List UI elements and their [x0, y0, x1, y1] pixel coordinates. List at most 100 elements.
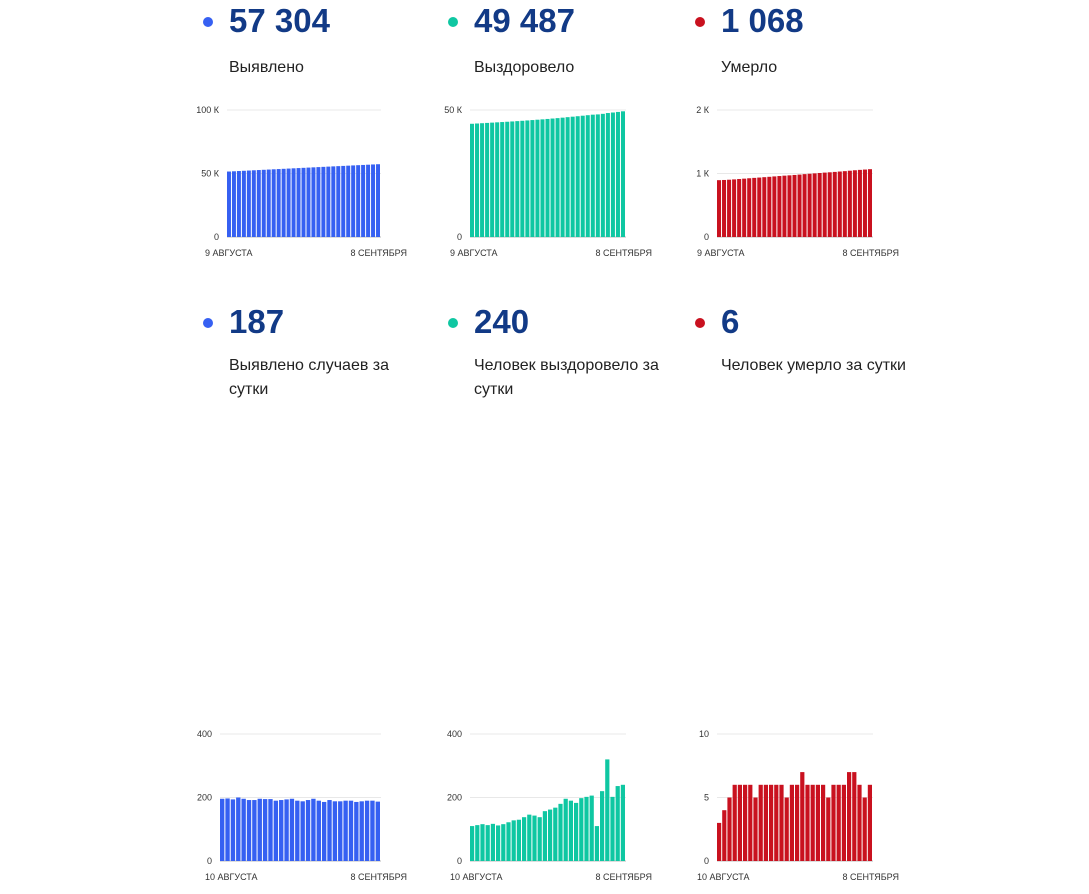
- stat-value: 187: [229, 303, 285, 340]
- bar: [807, 173, 812, 237]
- bar: [470, 826, 475, 861]
- bar: [560, 117, 565, 237]
- bar: [748, 784, 753, 861]
- bar: [548, 809, 553, 861]
- bar: [717, 180, 722, 237]
- y-tick-label: 0: [457, 856, 462, 866]
- bar: [516, 819, 521, 861]
- bar: [620, 111, 625, 237]
- bar: [821, 784, 826, 861]
- bar: [817, 172, 822, 237]
- y-tick-label: 5: [704, 793, 709, 803]
- bar: [354, 801, 359, 861]
- bar: [289, 798, 295, 861]
- x-tick-label: 10 АВГУСТА: [697, 872, 750, 882]
- bar: [343, 800, 348, 861]
- bar: [579, 798, 584, 861]
- bar: [490, 823, 495, 861]
- bar: [841, 784, 846, 861]
- bar: [580, 115, 585, 237]
- chart-recovered: 0 50 К 9 АВГУСТА 8 СЕНТЯБРЯ: [444, 105, 652, 258]
- y-tick-label: 0: [457, 232, 462, 242]
- bar: [831, 784, 836, 861]
- bar: [241, 798, 246, 861]
- bar: [847, 772, 852, 861]
- bar: [565, 117, 570, 237]
- bar: [375, 801, 380, 861]
- bar: [769, 784, 774, 861]
- bar: [220, 798, 225, 861]
- bar: [522, 817, 527, 861]
- bar: [366, 164, 371, 237]
- bar: [500, 122, 505, 237]
- bar: [316, 167, 321, 237]
- y-tick-label: 50 К: [444, 105, 463, 115]
- bar: [717, 822, 722, 861]
- bar: [227, 171, 231, 237]
- x-tick-label: 9 АВГУСТА: [697, 248, 745, 258]
- bar: [857, 169, 862, 237]
- bar: [802, 174, 807, 237]
- bar: [311, 167, 316, 237]
- bar: [316, 800, 321, 861]
- bar: [827, 172, 832, 237]
- bar: [805, 784, 810, 861]
- stat-value: 57 304: [229, 2, 330, 39]
- bar: [527, 814, 532, 861]
- bar: [757, 177, 762, 237]
- bar: [732, 179, 737, 237]
- stat-label: Выздоровело: [474, 59, 575, 76]
- bar: [230, 799, 236, 861]
- bar: [300, 801, 305, 861]
- bar: [615, 786, 620, 861]
- x-tick-label: 8 СЕНТЯБРЯ: [595, 248, 652, 258]
- stat-value: 49 487: [474, 2, 575, 39]
- stat-label: Выявлено: [229, 59, 304, 76]
- bar: [331, 166, 336, 237]
- x-tick-label: 10 АВГУСТА: [205, 872, 258, 882]
- bar: [742, 178, 747, 237]
- bar: [784, 797, 789, 861]
- bar: [553, 807, 558, 861]
- bar: [826, 797, 831, 861]
- bar: [346, 165, 351, 237]
- y-tick-label: 10: [699, 729, 709, 739]
- bar: [584, 796, 589, 861]
- bar: [832, 171, 837, 237]
- bar: [327, 800, 332, 861]
- bar: [261, 169, 266, 237]
- bar: [589, 795, 594, 861]
- stat-label: Человек умерло за сутки: [721, 357, 906, 374]
- bar: [545, 118, 550, 237]
- bar: [341, 165, 346, 237]
- bar: [511, 820, 516, 861]
- y-tick-label: 0: [704, 856, 709, 866]
- bar: [279, 800, 284, 861]
- bar: [595, 114, 600, 237]
- bar: [847, 170, 852, 237]
- bar: [485, 825, 490, 861]
- bar: [276, 169, 281, 237]
- chart-confirmed-daily: 0 200 400 10 АВГУСТА 8 СЕНТЯБРЯ: [197, 729, 407, 882]
- x-tick-label: 9 АВГУСТА: [450, 248, 498, 258]
- bar: [520, 120, 525, 237]
- bar: [361, 164, 366, 237]
- bar: [537, 817, 542, 861]
- stat-label: Человек выздоровело за сутки: [474, 357, 659, 398]
- stat-value: 6: [721, 303, 740, 340]
- bar: [231, 171, 236, 237]
- bar: [762, 177, 767, 237]
- bar: [301, 167, 306, 237]
- bar: [311, 798, 316, 861]
- bar: [273, 800, 279, 861]
- stat-label: Умерло: [721, 59, 778, 76]
- bar: [743, 784, 748, 861]
- bar: [558, 803, 563, 861]
- legend-dot-icon: [695, 17, 705, 27]
- bar: [747, 178, 752, 237]
- y-tick-label: 0: [207, 856, 212, 866]
- bar: [563, 798, 568, 861]
- y-tick-label: 1 К: [696, 169, 710, 179]
- y-tick-label: 50 К: [201, 169, 220, 179]
- bar: [605, 759, 610, 861]
